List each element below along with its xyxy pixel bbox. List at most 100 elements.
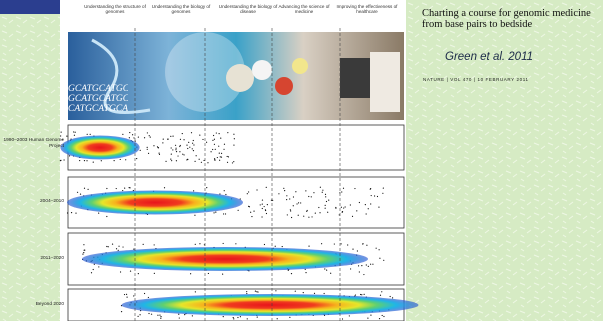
scatter-dot — [162, 142, 163, 143]
scatter-dot — [359, 271, 360, 272]
scatter-dot — [163, 139, 164, 140]
scatter-dot — [370, 264, 371, 265]
scatter-dot — [219, 133, 220, 134]
scatter-dot — [80, 194, 81, 195]
scatter-dot — [193, 144, 194, 145]
dna-text: GCATGCATGCATG GCATGCATGCAT CATGCATGCATG — [68, 84, 128, 114]
scatter-dot — [210, 151, 211, 152]
scatter-dot — [303, 216, 304, 217]
scatter-dot — [227, 132, 228, 133]
scatter-dot — [164, 187, 165, 188]
column-header: Understanding the biology of genomes — [150, 4, 212, 14]
scatter-dot — [233, 318, 234, 319]
scatter-dot — [291, 217, 292, 218]
scatter-dot — [345, 206, 346, 207]
scatter-dot — [380, 295, 381, 296]
scatter-dot — [219, 153, 220, 154]
scatter-dot — [334, 243, 335, 244]
scatter-dot — [261, 216, 262, 217]
background — [0, 0, 603, 321]
scatter-dot — [382, 315, 383, 316]
scatter-dot — [194, 161, 195, 162]
scatter-dot — [77, 192, 78, 193]
scatter-dot — [378, 207, 379, 208]
scatter-dot — [298, 215, 299, 216]
scatter-dot — [313, 192, 314, 193]
scatter-dot — [227, 156, 228, 157]
scatter-dot — [196, 155, 197, 156]
scatter-dot — [390, 296, 391, 297]
scatter-dot — [326, 270, 327, 271]
scatter-dot — [154, 244, 155, 245]
scatter-dot — [296, 203, 297, 204]
column-header: Understanding the biology of disease — [217, 4, 279, 14]
scatter-dot — [325, 194, 326, 195]
scatter-dot — [363, 274, 364, 275]
scatter-dot — [60, 135, 61, 136]
scatter-dot — [240, 316, 241, 317]
scatter-dot — [116, 248, 117, 249]
scatter-dot — [286, 199, 287, 200]
scatter-dot — [253, 211, 254, 212]
scatter-dot — [126, 297, 127, 298]
scatter-dot — [289, 198, 290, 199]
scatter-dot — [157, 315, 158, 316]
scatter-dot — [183, 154, 184, 155]
row-label: Beyond 2020 — [0, 302, 64, 308]
scatter-dot — [192, 315, 193, 316]
scatter-dot — [153, 145, 154, 146]
scatter-dot — [214, 144, 215, 145]
scatter-dot — [199, 135, 200, 136]
scatter-dot — [148, 313, 149, 314]
scatter-dot — [148, 297, 149, 298]
scatter-dot — [366, 245, 367, 246]
scatter-dot — [186, 144, 187, 145]
scatter-dot — [90, 134, 91, 135]
scatter-dot — [168, 139, 169, 140]
scatter-dot — [356, 210, 357, 211]
scatter-dot — [237, 317, 238, 318]
scatter-dot — [218, 146, 219, 147]
scatter-dot — [350, 204, 351, 205]
scatter-dot — [308, 217, 309, 218]
scatter-dot — [347, 244, 348, 245]
scatter-dot — [265, 210, 266, 211]
scatter-dot — [311, 216, 312, 217]
scatter-dot — [87, 134, 88, 135]
scatter-dot — [150, 136, 151, 137]
scatter-dot — [341, 207, 342, 208]
scatter-dot — [325, 208, 326, 209]
scatter-dot — [129, 137, 130, 138]
scatter-dot — [66, 136, 67, 137]
scatter-dot — [266, 187, 267, 188]
scatter-dot — [202, 139, 203, 140]
scatter-dot — [357, 250, 358, 251]
scatter-dot — [192, 143, 193, 144]
scatter-dot — [126, 294, 127, 295]
scatter-dot — [189, 147, 190, 148]
density-blob — [82, 247, 368, 271]
scatter-dot — [223, 149, 224, 150]
scatter-dot — [73, 131, 74, 132]
scatter-dot — [157, 146, 158, 147]
scatter-dot — [87, 189, 88, 190]
scatter-dot — [138, 273, 139, 274]
scatter-dot — [250, 212, 251, 213]
scatter-dot — [367, 318, 368, 319]
scatter-dot — [326, 201, 327, 202]
scatter-dot — [122, 190, 123, 191]
scatter-dot — [206, 187, 207, 188]
scatter-dot — [341, 191, 342, 192]
scatter-dot — [295, 291, 296, 292]
scatter-dot — [171, 147, 172, 148]
scatter-dot — [381, 291, 382, 292]
scatter-dot — [362, 243, 363, 244]
scatter-dot — [248, 206, 249, 207]
scatter-dot — [116, 188, 117, 189]
scatter-dot — [124, 294, 125, 295]
density-blob — [67, 191, 243, 215]
scatter-dot — [170, 159, 171, 160]
scatter-dot — [350, 268, 351, 269]
scatter-dot — [308, 246, 309, 247]
